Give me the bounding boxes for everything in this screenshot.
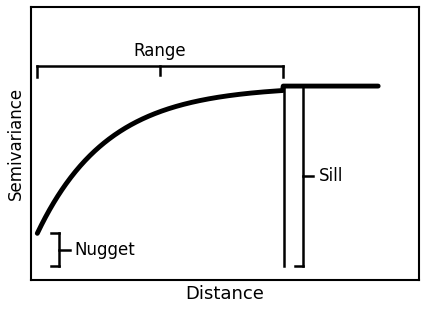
Y-axis label: Semivariance: Semivariance (7, 87, 25, 200)
Text: Range: Range (134, 42, 186, 60)
X-axis label: Distance: Distance (185, 285, 264, 303)
Text: Sill: Sill (319, 167, 343, 185)
Text: Nugget: Nugget (75, 241, 135, 259)
